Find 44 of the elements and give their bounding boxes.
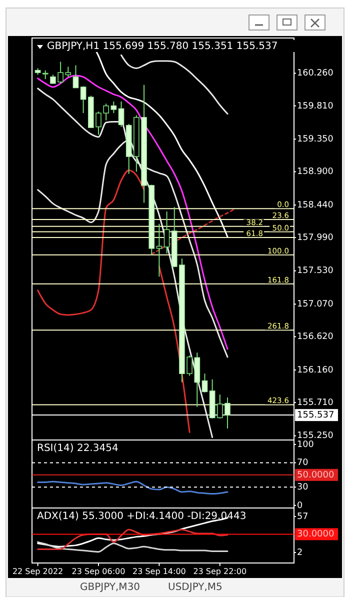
candlestick [72, 64, 79, 88]
y-tick-label: 30 [297, 482, 309, 493]
y-tick-label: 155.250 [297, 431, 334, 442]
x-tick-label: 23 Sep 14:00 [132, 567, 186, 576]
y-tick-label: 57 [297, 512, 308, 522]
x-tick-label: 23 Sep 22:00 [193, 567, 247, 576]
ref-line-label: 50.0000 [297, 470, 334, 480]
y-tick-label: 156.620 [297, 332, 334, 342]
y-tick-label: 159.350 [297, 134, 334, 145]
x-tick-label: 23 Sep 06:00 [72, 567, 126, 576]
candlestick [110, 101, 117, 114]
y-tick-label: 158.900 [297, 167, 334, 178]
candlestick [118, 101, 124, 128]
y-tick-label: 160.260 [297, 68, 334, 79]
y-tick-label: 70 [297, 458, 309, 468]
y-tick-label: 100 [297, 440, 314, 450]
line-series [37, 480, 228, 495]
candlestick [186, 355, 192, 376]
text: USDJPY,M5 [168, 582, 222, 593]
chart-title: RSI(14) 22.3454 [37, 443, 118, 454]
y-tick-label: 157.990 [297, 232, 334, 243]
candlestick [202, 373, 208, 393]
ref-line-label: 155.537 [297, 410, 334, 421]
y-tick-label: 2 [297, 548, 303, 558]
text: GBPJPY,M30 [80, 582, 140, 593]
y-tick-label: 159.810 [297, 101, 334, 112]
line-series [120, 54, 228, 115]
candlestick [80, 86, 86, 114]
candlestick [156, 223, 162, 278]
line-series [37, 541, 228, 553]
chart-title: GBPJPY,H1 155.699 155.780 155.351 155.537 [47, 41, 278, 52]
x-tick-label: 22 Sep 2022 [12, 567, 64, 576]
y-tick-label: 157.530 [297, 266, 334, 276]
y-tick-label: 156.160 [297, 365, 334, 376]
y-tick-label: 0 [297, 500, 303, 511]
chart-title: ADX(14) 55.3000 +DI:4.1400 -DI:29.0443 [37, 511, 246, 522]
candlestick [217, 394, 223, 419]
candlestick [164, 211, 170, 254]
y-tick-label: 157.070 [297, 300, 334, 310]
line-series [150, 208, 236, 255]
line-series [37, 528, 228, 550]
ref-line-label: 30.0000 [297, 530, 334, 540]
y-tick-label: 155.710 [297, 398, 334, 408]
y-tick-label: 158.440 [297, 200, 334, 210]
